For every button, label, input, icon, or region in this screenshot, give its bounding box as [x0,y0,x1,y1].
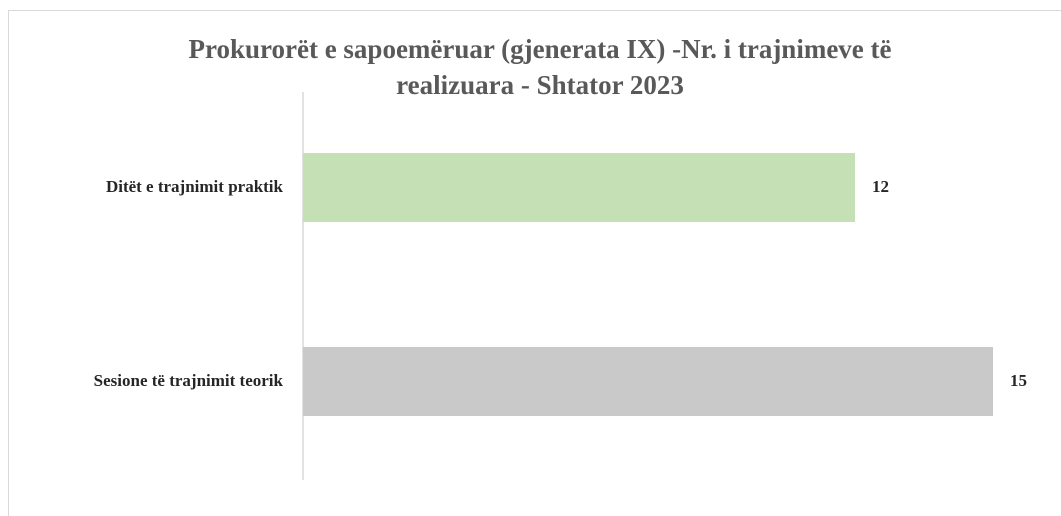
value-label: 12 [872,177,889,196]
bar [303,347,993,416]
chart-frame [8,10,1061,516]
y-tick-label: Sesione të trajnimit teorik [94,371,284,390]
chart-title: realizuara - Shtator 2023 [396,70,684,100]
y-tick-label: Ditët e trajnimit praktik [106,177,284,196]
value-label: 15 [1010,371,1027,390]
bar [303,153,855,222]
chart-title: Prokurorët e sapoemëruar (gjenerata IX) … [188,34,891,64]
